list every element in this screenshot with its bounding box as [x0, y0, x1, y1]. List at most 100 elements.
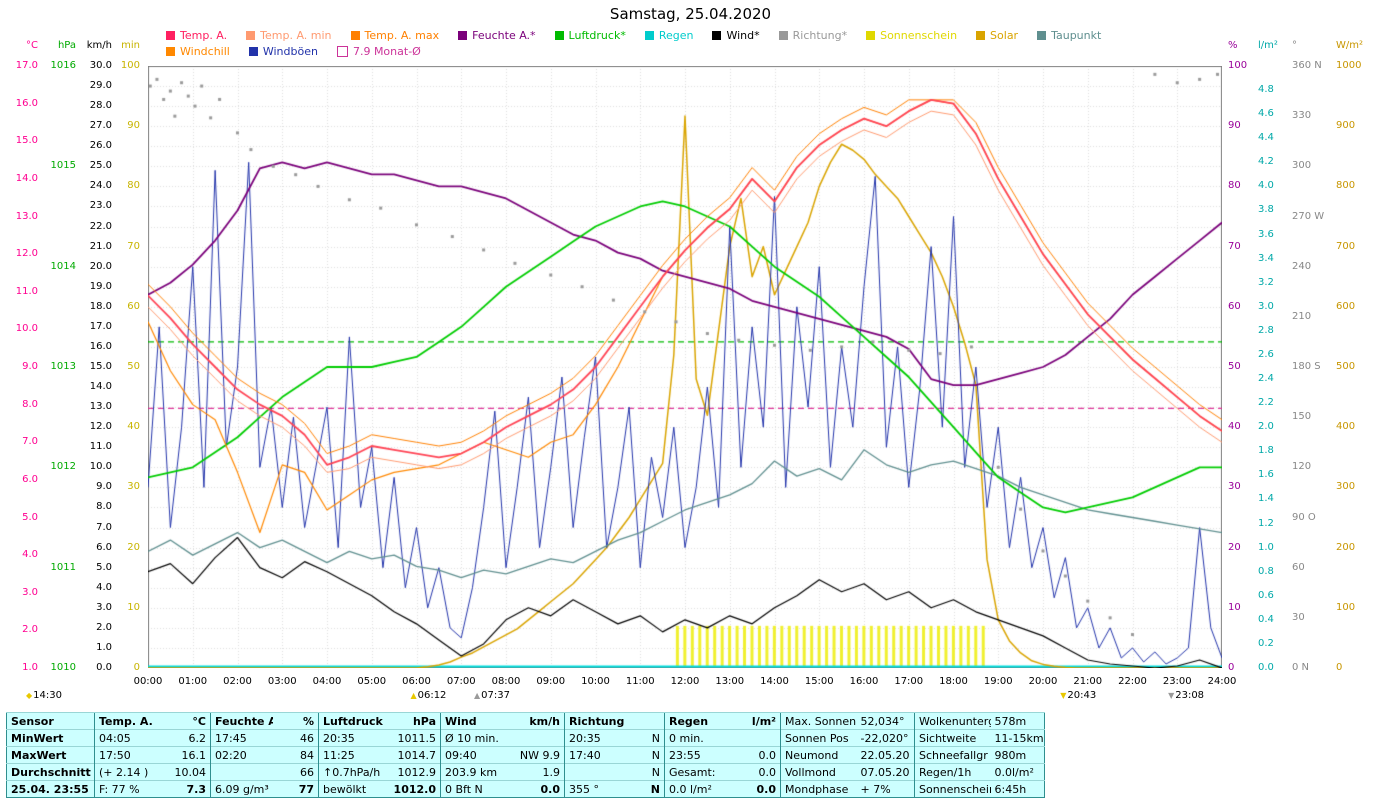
summary-info-label: Sonnen Pos	[780, 729, 857, 747]
axis-tick-label: 90	[127, 120, 140, 132]
sun-moon-time: 07:37	[481, 690, 510, 701]
axis-tick-label: 1014	[50, 260, 76, 272]
summary-time-cell: 0 Bft N	[440, 780, 515, 798]
sun-moon-icon: ▲	[473, 691, 481, 700]
axis-tick-label: 4.6	[1258, 108, 1274, 120]
axis-tick-label: 40	[1228, 421, 1241, 433]
axis-tick-label: 500	[1336, 361, 1356, 372]
axis-tick-label: 00:00	[133, 676, 163, 687]
legend-swatch	[778, 30, 788, 40]
axis-tick-label: 0.0	[96, 662, 112, 673]
summary-info-label: Max. Sonnen	[780, 712, 857, 730]
axis-tick-label: 05:00	[357, 676, 387, 687]
axis-tick-label: 60	[1292, 561, 1305, 573]
summary-time-cell	[210, 763, 273, 781]
legend-label: 7.9 Monat-Ø	[352, 44, 421, 58]
summary-info-value: 578m	[990, 712, 1045, 730]
axis-tick-label: 16.0	[15, 97, 38, 109]
axis-tick-label: 08:00	[491, 676, 521, 687]
axis-tick-label: 03:00	[267, 676, 297, 687]
legend-label: Taupunkt	[1051, 28, 1102, 42]
axis-tick-label: 3.0	[96, 601, 112, 613]
axis-tick-label: 10.0	[89, 461, 112, 473]
summary-time-cell: Ø 10 min.	[440, 729, 515, 747]
axis-tick-label: 4.8	[1258, 84, 1274, 96]
axis-tick-label: 30	[1292, 611, 1305, 623]
summary-time-cell: 0 min.	[664, 729, 735, 747]
axis-tick-label: 13.0	[15, 210, 38, 222]
axis-tick-label: 13:00	[715, 676, 745, 687]
axis-tick-label: 70	[1228, 240, 1241, 252]
axis-tick-label: 0	[1336, 662, 1343, 673]
axis-tick-label: 5.0	[22, 511, 38, 523]
legend-label: Wind*	[726, 28, 760, 42]
legend-item: Temp. A. max	[350, 29, 439, 42]
axis-tick-label: 30	[127, 481, 140, 493]
legend-item: 7.9 Monat-Ø	[336, 44, 421, 58]
summary-value-cell: 84	[272, 746, 319, 764]
summary-info-label: Sonnenschein	[914, 780, 991, 798]
axis-tick-label: 300	[1336, 481, 1356, 493]
summary-time-cell: 0.0 l/m²	[664, 780, 735, 798]
axis-tick-label: 2.2	[1258, 397, 1274, 409]
summary-group-name: Luftdruck	[318, 712, 389, 730]
axis-tick-label: 0	[1228, 662, 1235, 673]
summary-row-label: Durchschnitt	[6, 763, 95, 781]
axis-tick-label: 18.0	[89, 300, 112, 312]
sun-moon-icon: ▼	[1060, 691, 1067, 700]
axis-tick-label: 15.0	[89, 361, 112, 372]
legend-swatch	[350, 30, 360, 40]
axis-tick-label: 0.8	[1258, 565, 1274, 577]
summary-info-label: Schneefallgr	[914, 746, 991, 764]
axis-tick-label: 15.0	[15, 135, 38, 147]
sun-moon-marker: ◆14:30	[26, 690, 62, 701]
summary-value-cell: 10.04	[156, 763, 211, 781]
summary-value-cell: 6.2	[156, 729, 211, 747]
legend-swatch	[554, 30, 564, 40]
axis-tick-label: 3.4	[1258, 252, 1274, 264]
legend-item: Richtung*	[778, 29, 847, 42]
summary-value-cell: 1.9	[514, 763, 565, 781]
summary-info-value: 07.05.20	[856, 763, 915, 781]
axis-tick-label: 3.0	[1258, 300, 1274, 312]
summary-time-cell	[564, 763, 627, 781]
axis-tick-label: 330	[1292, 110, 1312, 122]
summary-time-cell: 20:35	[318, 729, 389, 747]
axis-tick-label: 10.0	[15, 323, 38, 335]
axis-tick-label: 27.0	[89, 120, 112, 132]
summary-info-label: Neumond	[780, 746, 857, 764]
legend-swatch	[166, 30, 175, 40]
summary-info-value: 6:45h	[990, 780, 1045, 798]
summary-time-cell: (+ 2.14 )	[94, 763, 157, 781]
axis-tick-label: 1010	[50, 662, 76, 673]
axis-tick-label: 06:00	[402, 676, 431, 687]
axis-tick-label: 23:00	[1162, 676, 1192, 687]
summary-value-cell: 0.0	[734, 780, 781, 798]
axis-tick-label: 90	[1228, 120, 1241, 132]
sun-moon-time: 06:12	[417, 690, 447, 701]
summary-time-cell: Gesamt:	[664, 763, 735, 781]
summary-value-cell: 0.0	[734, 746, 781, 764]
summary-value-cell: 1014.7	[388, 746, 441, 764]
axis-tick-label: 0 N	[1292, 662, 1310, 673]
summary-value-cell	[734, 729, 781, 747]
axis-tick-label: 17.0	[89, 320, 112, 332]
summary-time-cell: 17:50	[94, 746, 157, 764]
axis-tick-label: 4.4	[1258, 132, 1274, 144]
sun-moon-icon: ▼	[1168, 691, 1175, 700]
axis-tick-label: l/m²	[1258, 40, 1278, 51]
axis-tick-label: 09:00	[536, 676, 566, 687]
legend-item: Temp. A.	[166, 29, 227, 42]
axis-tick-label: 2.0	[1258, 421, 1274, 433]
axis-tick-label: 01:00	[178, 676, 208, 687]
axis-tick-label: 1011	[50, 561, 76, 573]
sun-moon-marker: ▲06:12	[410, 690, 446, 701]
summary-row: 25.04. 23:55 F: 77 % 7.3 6.09 g/m³ 77 bewölkt…	[6, 780, 1045, 798]
axis-tick-label: 11.0	[89, 441, 112, 453]
legend-label: Luftdruck*	[568, 28, 626, 42]
axis-tick-label: 30.0	[89, 60, 112, 71]
summary-row: MinWert 04:05 6.2 17:45 46 20:35 1011.5 Ø 10 mi…	[6, 729, 1045, 747]
summary-time-cell: 355 °	[564, 780, 627, 798]
